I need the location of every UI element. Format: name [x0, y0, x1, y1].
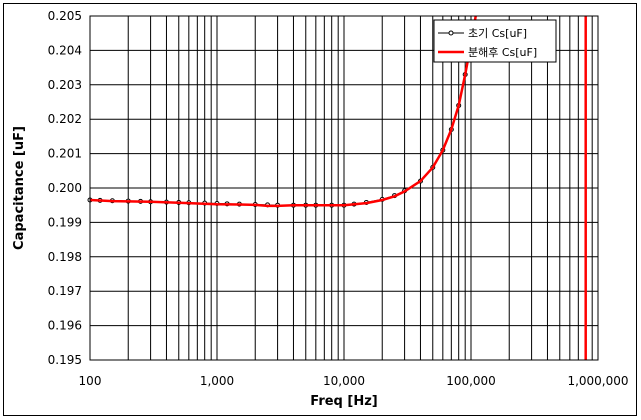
- x-tick-label: 1,000: [200, 374, 234, 388]
- legend-label-initial: 초기 Cs[uF]: [468, 27, 527, 40]
- y-tick-labels: 0.195 0.196 0.197 0.198 0.199 0.200 0.201 0.202…: [48, 9, 82, 367]
- y-tick-label: 0.196: [48, 319, 82, 333]
- x-tick-label: 100: [79, 374, 102, 388]
- x-tick-label: 100,000: [446, 374, 496, 388]
- grid: [89, 15, 598, 361]
- x-tick-label: 1,000,000: [567, 374, 628, 388]
- y-tick-label: 0.201: [48, 147, 82, 161]
- y-axis-title: Capacitance [uF]: [12, 126, 27, 250]
- y-tick-label: 0.205: [48, 9, 82, 23]
- legend-marker-initial: [448, 30, 454, 36]
- y-tick-label: 0.204: [48, 43, 82, 57]
- y-tick-label: 0.203: [48, 78, 82, 92]
- legend-label-after: 분해후 Cs[uF]: [468, 45, 537, 59]
- plot-border: [89, 15, 599, 361]
- x-tick-labels: 100 1,000 10,000 100,000 1,000,000: [79, 374, 629, 388]
- series-initial-line: [90, 16, 476, 206]
- y-tick-label: 0.198: [48, 250, 82, 264]
- series-after-line: [90, 16, 477, 208]
- y-tick-label: 0.202: [48, 112, 82, 126]
- x-tick-label: 10,000: [323, 374, 365, 388]
- y-tick-label: 0.195: [48, 353, 82, 367]
- x-axis-title: Freq [Hz]: [310, 394, 377, 409]
- y-tick-label: 0.199: [48, 215, 82, 229]
- legend: 초기 Cs[uF] 분해후 Cs[uF]: [433, 19, 557, 63]
- y-tick-label: 0.197: [48, 284, 82, 298]
- legend-box: [433, 19, 557, 63]
- y-tick-label: 0.200: [48, 181, 82, 195]
